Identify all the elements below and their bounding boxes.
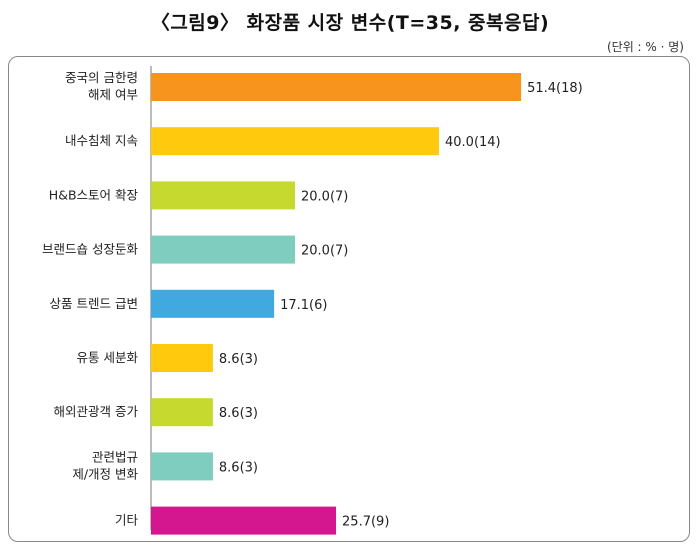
bar (151, 344, 213, 372)
category-label: 중국의 금한령 (65, 70, 138, 85)
bar (151, 73, 522, 101)
unit-note: (단위 : % · 명) (606, 40, 684, 54)
bar (151, 127, 439, 156)
bar (151, 289, 275, 318)
category-label: 해제 여부 (88, 87, 138, 102)
value-label: 40.0(14) (445, 135, 501, 150)
bar (151, 235, 295, 264)
category-label: H&B스토어 확장 (49, 187, 139, 202)
value-label: 8.6(3) (219, 352, 258, 367)
value-label: 20.0(7) (301, 189, 348, 204)
value-label: 8.6(3) (219, 460, 258, 475)
value-label: 20.0(7) (301, 244, 348, 259)
category-label: 유통 세분화 (77, 350, 139, 365)
category-label: 관련법규 (92, 449, 138, 464)
value-label: 17.1(6) (280, 298, 327, 313)
value-label: 51.4(18) (527, 81, 583, 96)
bar (151, 181, 295, 210)
category-label: 내수침체 지속 (65, 133, 138, 148)
category-label: 브랜드숍 성장둔화 (42, 242, 138, 257)
category-label: 기타 (115, 513, 139, 528)
bar (151, 398, 213, 427)
bar (151, 506, 337, 535)
category-label: 제/개정 변화 (72, 466, 138, 481)
category-label: 해외관광객 증가 (54, 404, 139, 419)
chart-title: 〈그림9〉 화장품 시장 변수(T=35, 중복응답) (150, 12, 550, 34)
category-label: 상품 트렌드 급변 (50, 296, 138, 311)
value-label: 8.6(3) (219, 406, 258, 421)
value-label: 25.7(9) (342, 515, 389, 530)
bar (151, 452, 213, 481)
